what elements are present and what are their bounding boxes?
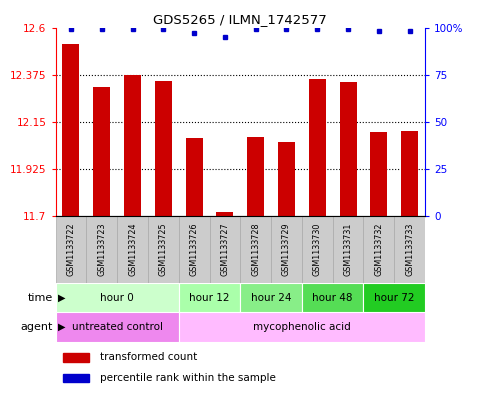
- Text: hour 72: hour 72: [374, 293, 414, 303]
- Bar: [333, 216, 364, 283]
- Bar: [86, 216, 117, 283]
- Text: hour 48: hour 48: [313, 293, 353, 303]
- Text: ▶: ▶: [58, 293, 66, 303]
- Bar: [271, 216, 302, 283]
- Bar: [340, 82, 356, 216]
- Bar: [124, 75, 141, 216]
- Text: GSM1133724: GSM1133724: [128, 223, 137, 276]
- Text: percentile rank within the sample: percentile rank within the sample: [100, 373, 276, 383]
- Text: ▶: ▶: [58, 322, 66, 332]
- Bar: [278, 142, 295, 216]
- Text: GSM1133722: GSM1133722: [67, 223, 75, 276]
- Bar: [216, 212, 233, 216]
- Text: agent: agent: [21, 322, 53, 332]
- Text: GSM1133723: GSM1133723: [97, 223, 106, 276]
- Bar: [364, 283, 425, 312]
- Bar: [148, 216, 179, 283]
- Bar: [302, 283, 364, 312]
- Bar: [63, 373, 89, 382]
- Bar: [247, 136, 264, 216]
- Bar: [240, 283, 302, 312]
- Text: mycophenolic acid: mycophenolic acid: [253, 322, 351, 332]
- Text: hour 24: hour 24: [251, 293, 291, 303]
- Text: GSM1133727: GSM1133727: [220, 223, 229, 276]
- Bar: [179, 216, 210, 283]
- Bar: [56, 216, 86, 283]
- Bar: [56, 283, 179, 312]
- Text: time: time: [28, 293, 53, 303]
- Bar: [93, 87, 110, 216]
- Title: GDS5265 / ILMN_1742577: GDS5265 / ILMN_1742577: [154, 13, 327, 26]
- Bar: [240, 216, 271, 283]
- Bar: [63, 353, 89, 362]
- Text: GSM1133725: GSM1133725: [159, 223, 168, 276]
- Bar: [401, 131, 418, 216]
- Bar: [179, 283, 240, 312]
- Bar: [56, 312, 179, 342]
- Bar: [309, 79, 326, 216]
- Text: GSM1133728: GSM1133728: [251, 223, 260, 276]
- Bar: [62, 44, 79, 216]
- Bar: [210, 216, 240, 283]
- Bar: [364, 216, 394, 283]
- Bar: [370, 132, 387, 216]
- Bar: [155, 81, 172, 216]
- Text: transformed count: transformed count: [100, 353, 197, 362]
- Text: untreated control: untreated control: [71, 322, 163, 332]
- Text: hour 12: hour 12: [189, 293, 230, 303]
- Text: GSM1133726: GSM1133726: [190, 223, 199, 276]
- Text: GSM1133729: GSM1133729: [282, 223, 291, 276]
- Bar: [179, 312, 425, 342]
- Text: GSM1133730: GSM1133730: [313, 223, 322, 276]
- Text: GSM1133733: GSM1133733: [405, 223, 414, 276]
- Bar: [185, 138, 202, 216]
- Bar: [394, 216, 425, 283]
- Bar: [302, 216, 333, 283]
- Bar: [117, 216, 148, 283]
- Text: GSM1133731: GSM1133731: [343, 223, 353, 276]
- Text: hour 0: hour 0: [100, 293, 134, 303]
- Text: GSM1133732: GSM1133732: [374, 223, 384, 276]
